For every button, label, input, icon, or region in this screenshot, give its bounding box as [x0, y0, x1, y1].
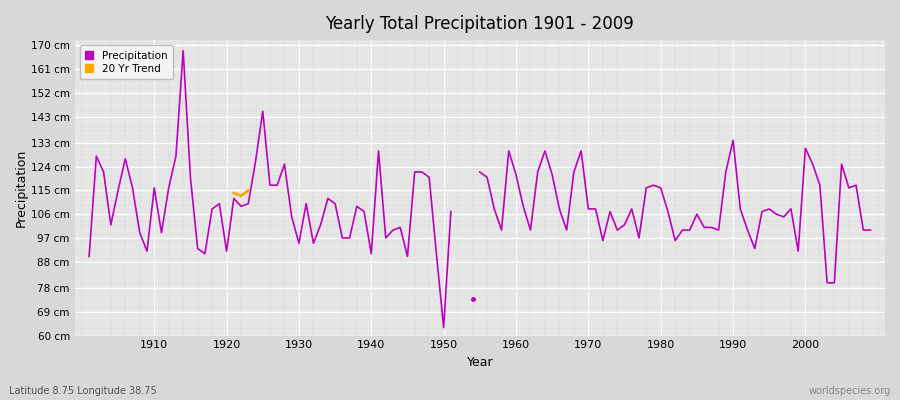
X-axis label: Year: Year	[466, 356, 493, 369]
Y-axis label: Precipitation: Precipitation	[15, 149, 28, 227]
Title: Yearly Total Precipitation 1901 - 2009: Yearly Total Precipitation 1901 - 2009	[326, 15, 634, 33]
Legend: Precipitation, 20 Yr Trend: Precipitation, 20 Yr Trend	[80, 45, 173, 79]
Text: Latitude 8.75 Longitude 38.75: Latitude 8.75 Longitude 38.75	[9, 386, 157, 396]
Text: worldspecies.org: worldspecies.org	[809, 386, 891, 396]
